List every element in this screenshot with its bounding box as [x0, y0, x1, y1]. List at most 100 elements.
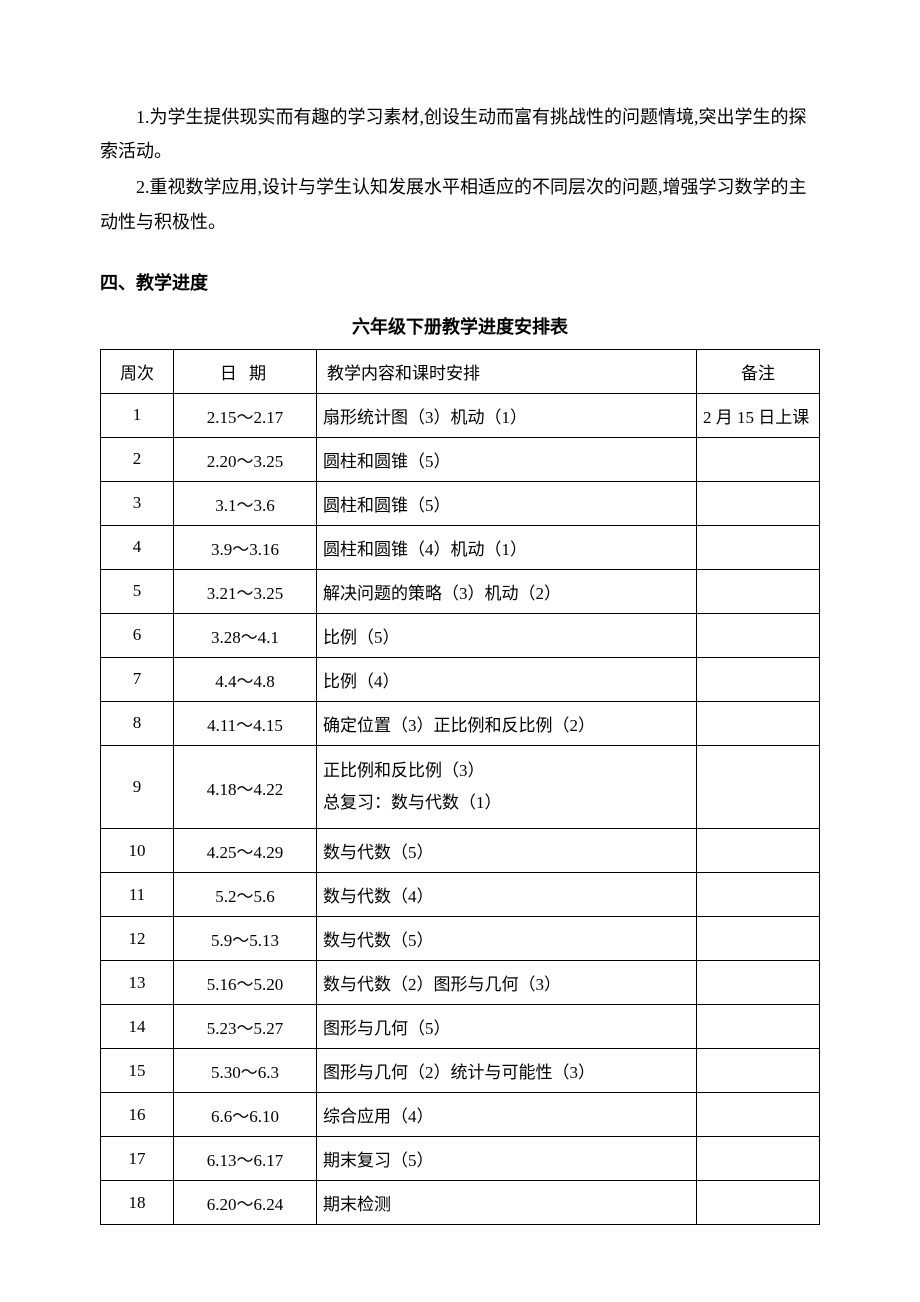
cell-content: 圆柱和圆锥（4）机动（1） — [317, 525, 697, 569]
cell-note — [697, 1049, 820, 1093]
cell-note — [697, 961, 820, 1005]
paragraph-1: 1.为学生提供现实而有趣的学习素材,创设生动而富有挑战性的问题情境,突出学生的探… — [100, 100, 820, 168]
header-date: 日 期 — [174, 349, 317, 393]
table-header-row: 周次 日 期 教学内容和课时安排 备注 — [101, 349, 820, 393]
cell-note — [697, 745, 820, 829]
cell-week: 14 — [101, 1005, 174, 1049]
cell-note — [697, 1181, 820, 1225]
cell-content: 图形与几何（5） — [317, 1005, 697, 1049]
cell-week: 17 — [101, 1137, 174, 1181]
table-row: 1 2.15～2.17 扇形统计图（3）机动（1） 2 月 15 日上课 — [101, 393, 820, 437]
table-row: 4 3.9～3.16 圆柱和圆锥（4）机动（1） — [101, 525, 820, 569]
table-row: 2 2.20～3.25 圆柱和圆锥（5） — [101, 437, 820, 481]
cell-date: 3.9～3.16 — [174, 525, 317, 569]
cell-date: 6.13～6.17 — [174, 1137, 317, 1181]
cell-note — [697, 873, 820, 917]
cell-content: 数与代数（5） — [317, 917, 697, 961]
paragraph-2: 2.重视数学应用,设计与学生认知发展水平相适应的不同层次的问题,增强学习数学的主… — [100, 170, 820, 238]
table-row: 7 4.4～4.8 比例（4） — [101, 657, 820, 701]
schedule-table: 周次 日 期 教学内容和课时安排 备注 1 2.15～2.17 扇形统计图（3）… — [100, 349, 820, 1226]
cell-date: 2.15～2.17 — [174, 393, 317, 437]
table-title: 六年级下册教学进度安排表 — [100, 313, 820, 339]
cell-week: 1 — [101, 393, 174, 437]
cell-content: 数与代数（2）图形与几何（3） — [317, 961, 697, 1005]
cell-date: 5.30～6.3 — [174, 1049, 317, 1093]
cell-date: 4.25～4.29 — [174, 829, 317, 873]
table-row: 3 3.1～3.6 圆柱和圆锥（5） — [101, 481, 820, 525]
cell-week: 13 — [101, 961, 174, 1005]
cell-content: 数与代数（4） — [317, 873, 697, 917]
cell-content: 正比例和反比例（3） 总复习：数与代数（1） — [317, 745, 697, 829]
cell-content: 比例（4） — [317, 657, 697, 701]
section-heading: 四、教学进度 — [100, 269, 820, 295]
cell-date: 3.28～4.1 — [174, 613, 317, 657]
cell-note — [697, 829, 820, 873]
header-note: 备注 — [697, 349, 820, 393]
cell-date: 3.21～3.25 — [174, 569, 317, 613]
cell-note — [697, 613, 820, 657]
cell-week: 6 — [101, 613, 174, 657]
cell-date: 5.2～5.6 — [174, 873, 317, 917]
cell-note: 2 月 15 日上课 — [697, 393, 820, 437]
cell-week: 15 — [101, 1049, 174, 1093]
table-row: 16 6.6～6.10 综合应用（4） — [101, 1093, 820, 1137]
header-week: 周次 — [101, 349, 174, 393]
document-page: 1.为学生提供现实而有趣的学习素材,创设生动而富有挑战性的问题情境,突出学生的探… — [0, 0, 920, 1285]
cell-content-line2: 总复习：数与代数（1） — [323, 787, 690, 819]
cell-week: 7 — [101, 657, 174, 701]
cell-date: 4.18～4.22 — [174, 745, 317, 829]
cell-date: 2.20～3.25 — [174, 437, 317, 481]
cell-content: 期末检测 — [317, 1181, 697, 1225]
cell-week: 5 — [101, 569, 174, 613]
table-row: 11 5.2～5.6 数与代数（4） — [101, 873, 820, 917]
cell-content: 解决问题的策略（3）机动（2） — [317, 569, 697, 613]
table-row: 9 4.18～4.22 正比例和反比例（3） 总复习：数与代数（1） — [101, 745, 820, 829]
cell-date: 6.6～6.10 — [174, 1093, 317, 1137]
table-row: 10 4.25～4.29 数与代数（5） — [101, 829, 820, 873]
cell-note — [697, 1093, 820, 1137]
cell-note — [697, 1137, 820, 1181]
cell-content: 扇形统计图（3）机动（1） — [317, 393, 697, 437]
cell-content: 圆柱和圆锥（5） — [317, 481, 697, 525]
cell-week: 10 — [101, 829, 174, 873]
cell-note — [697, 657, 820, 701]
cell-note — [697, 481, 820, 525]
cell-week: 4 — [101, 525, 174, 569]
table-row: 8 4.11～4.15 确定位置（3）正比例和反比例（2） — [101, 701, 820, 745]
table-row: 5 3.21～3.25 解决问题的策略（3）机动（2） — [101, 569, 820, 613]
cell-note — [697, 525, 820, 569]
table-row: 6 3.28～4.1 比例（5） — [101, 613, 820, 657]
table-row: 18 6.20～6.24 期末检测 — [101, 1181, 820, 1225]
cell-date: 4.11～4.15 — [174, 701, 317, 745]
cell-date: 5.9～5.13 — [174, 917, 317, 961]
cell-week: 8 — [101, 701, 174, 745]
cell-week: 9 — [101, 745, 174, 829]
cell-date: 6.20～6.24 — [174, 1181, 317, 1225]
cell-note — [697, 437, 820, 481]
cell-date: 5.16～5.20 — [174, 961, 317, 1005]
cell-date: 4.4～4.8 — [174, 657, 317, 701]
cell-note — [697, 701, 820, 745]
table-row: 14 5.23～5.27 图形与几何（5） — [101, 1005, 820, 1049]
cell-note — [697, 569, 820, 613]
cell-note — [697, 1005, 820, 1049]
header-content: 教学内容和课时安排 — [317, 349, 697, 393]
cell-content: 圆柱和圆锥（5） — [317, 437, 697, 481]
cell-content: 综合应用（4） — [317, 1093, 697, 1137]
table-row: 17 6.13～6.17 期末复习（5） — [101, 1137, 820, 1181]
table-row: 15 5.30～6.3 图形与几何（2）统计与可能性（3） — [101, 1049, 820, 1093]
cell-week: 12 — [101, 917, 174, 961]
cell-week: 16 — [101, 1093, 174, 1137]
cell-date: 5.23～5.27 — [174, 1005, 317, 1049]
cell-date: 3.1～3.6 — [174, 481, 317, 525]
cell-content-line1: 正比例和反比例（3） — [323, 755, 690, 787]
cell-note — [697, 917, 820, 961]
table-row: 12 5.9～5.13 数与代数（5） — [101, 917, 820, 961]
cell-content: 数与代数（5） — [317, 829, 697, 873]
cell-week: 3 — [101, 481, 174, 525]
cell-week: 11 — [101, 873, 174, 917]
cell-week: 18 — [101, 1181, 174, 1225]
cell-content: 比例（5） — [317, 613, 697, 657]
cell-content: 期末复习（5） — [317, 1137, 697, 1181]
cell-content: 图形与几何（2）统计与可能性（3） — [317, 1049, 697, 1093]
